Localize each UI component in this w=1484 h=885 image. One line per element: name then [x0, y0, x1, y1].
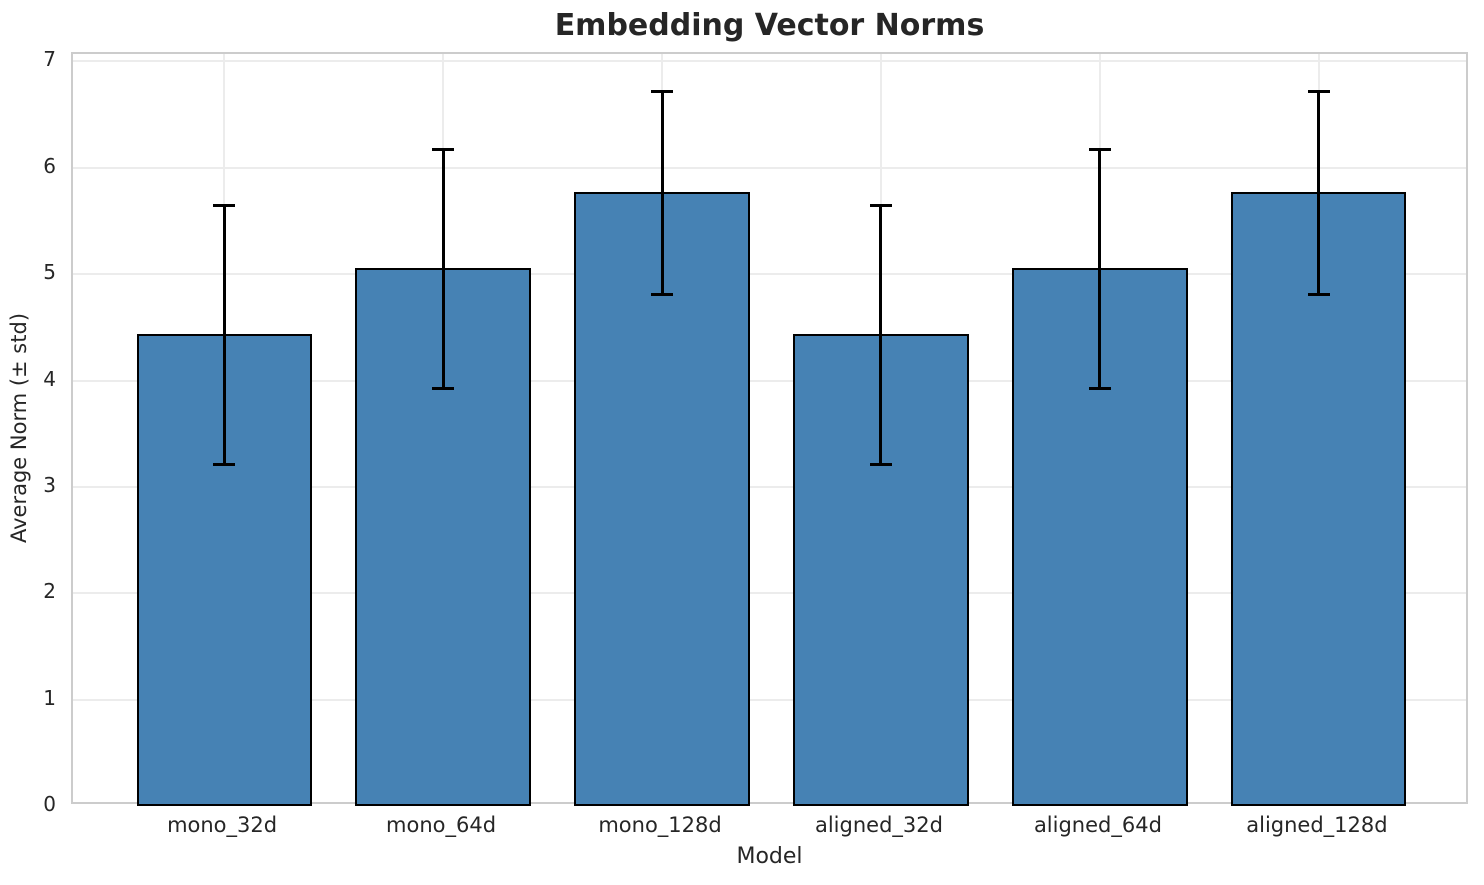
x-tick-label-aligned_128d: aligned_128d: [1246, 813, 1388, 837]
y-tick-label: 1: [43, 685, 56, 710]
error-bar-cap-bottom: [213, 462, 236, 466]
y-tick-label: 3: [43, 472, 56, 497]
y-tick-label: 7: [43, 47, 56, 72]
x-tick-label-mono_128d: mono_128d: [598, 813, 722, 837]
error-bar-cap-top: [432, 147, 455, 151]
bar-mono_128d: [574, 192, 750, 806]
error-bar-cap-top: [1088, 147, 1111, 151]
y-tick-label: 2: [43, 579, 56, 604]
error-bar-line: [222, 205, 226, 465]
error-bar-line: [441, 148, 445, 390]
y-gridline: [73, 379, 1466, 382]
error-bar-cap-bottom: [1088, 387, 1111, 391]
y-tick-label: 5: [43, 260, 56, 285]
error-bar-cap-top: [1307, 90, 1330, 94]
error-bar-cap-top: [213, 204, 236, 208]
x-tick-label-mono_32d: mono_32d: [167, 813, 278, 837]
chart-title: Embedding Vector Norms: [554, 8, 985, 43]
error-bar-line: [660, 91, 664, 296]
y-gridline: [73, 592, 1466, 595]
error-bar-cap-top: [651, 90, 674, 94]
bar-aligned_32d: [793, 333, 969, 806]
error-bar-cap-bottom: [432, 387, 455, 391]
y-gridline: [73, 698, 1466, 701]
y-gridline: [73, 485, 1466, 488]
error-bar-cap-top: [869, 204, 892, 208]
plot-area: [71, 52, 1468, 806]
y-gridline: [73, 60, 1466, 63]
error-bar-cap-bottom: [869, 462, 892, 466]
x-tick-label-aligned_32d: aligned_32d: [814, 813, 943, 837]
x-axis-label: Model: [736, 844, 803, 869]
y-gridline: [73, 166, 1466, 169]
error-bar-cap-bottom: [651, 293, 674, 297]
y-tick-label: 0: [43, 792, 56, 816]
y-axis-label: Average Norm (± std): [7, 312, 31, 544]
y-tick-label: 4: [43, 366, 56, 391]
error-bar-line: [879, 205, 883, 465]
error-bar-line: [1098, 148, 1102, 390]
y-tick-label: 6: [43, 153, 56, 178]
y-gridline: [73, 273, 1466, 276]
error-bar-cap-bottom: [1307, 293, 1330, 297]
x-tick-label-aligned_64d: aligned_64d: [1033, 813, 1162, 837]
error-bar-line: [1317, 91, 1321, 296]
x-tick-label-mono_64d: mono_64d: [386, 813, 497, 837]
